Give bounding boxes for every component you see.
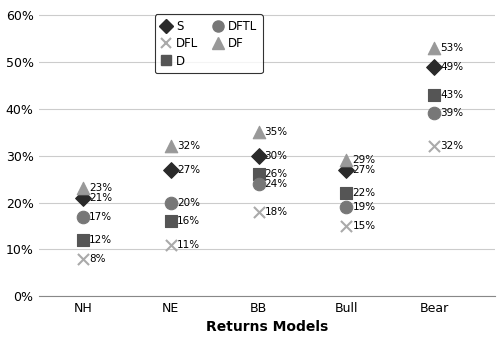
Point (342, 204, 350, 210)
Text: 12%: 12% (89, 235, 112, 245)
Text: 26%: 26% (265, 169, 288, 180)
Point (79, 214, 87, 219)
Point (79, 256, 87, 261)
Text: 22%: 22% (352, 188, 376, 198)
Point (255, 153, 263, 158)
Point (342, 190, 350, 196)
Legend: S, DFL, D, DFTL, DF, : S, DFL, D, DFTL, DF, (154, 14, 263, 73)
Point (255, 181, 263, 187)
Text: 53%: 53% (440, 43, 463, 53)
Point (167, 219, 175, 224)
Point (430, 143, 438, 149)
Text: 18%: 18% (265, 207, 288, 217)
Text: 30%: 30% (265, 151, 288, 160)
Point (342, 158, 350, 163)
Text: 23%: 23% (89, 184, 112, 193)
Text: 43%: 43% (440, 90, 463, 100)
Text: 15%: 15% (352, 221, 376, 231)
Text: 35%: 35% (265, 127, 288, 137)
Text: 32%: 32% (440, 141, 463, 151)
Text: 21%: 21% (89, 193, 112, 203)
Point (430, 111, 438, 116)
Point (79, 195, 87, 201)
Text: 32%: 32% (177, 141, 200, 151)
X-axis label: Returns Models: Returns Models (206, 320, 328, 335)
Text: 27%: 27% (177, 165, 200, 175)
Text: 29%: 29% (352, 155, 376, 165)
Point (79, 186, 87, 191)
Text: 11%: 11% (177, 240, 200, 250)
Point (342, 167, 350, 172)
Point (167, 200, 175, 205)
Point (430, 92, 438, 97)
Point (167, 167, 175, 172)
Point (255, 130, 263, 135)
Text: 39%: 39% (440, 108, 463, 118)
Point (430, 64, 438, 69)
Point (430, 45, 438, 50)
Text: 17%: 17% (89, 211, 112, 222)
Point (167, 242, 175, 248)
Text: 24%: 24% (265, 179, 288, 189)
Point (342, 223, 350, 229)
Point (255, 172, 263, 177)
Text: 16%: 16% (177, 216, 200, 226)
Text: 19%: 19% (352, 202, 376, 212)
Point (167, 143, 175, 149)
Text: 8%: 8% (89, 254, 106, 264)
Point (255, 209, 263, 215)
Point (79, 237, 87, 243)
Text: 49%: 49% (440, 62, 463, 71)
Text: 20%: 20% (177, 198, 200, 207)
Text: 27%: 27% (352, 165, 376, 175)
